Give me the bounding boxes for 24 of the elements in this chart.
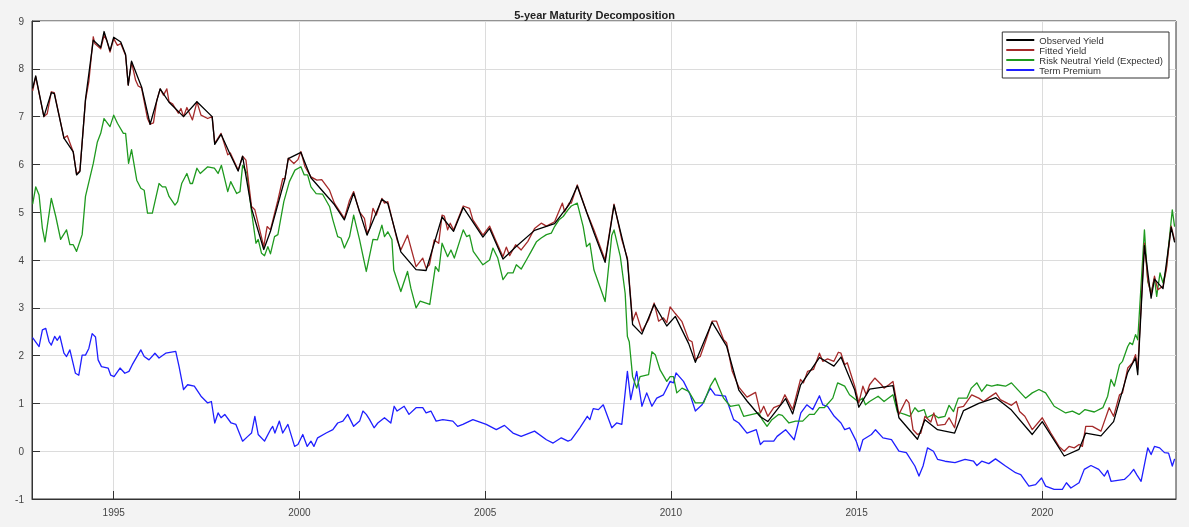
chart-title: 5-year Maturity Decomposition bbox=[514, 8, 676, 21]
x-tick-label: 2005 bbox=[474, 506, 497, 518]
y-tick-label: 4 bbox=[18, 254, 25, 266]
y-tick-label: 9 bbox=[18, 15, 25, 27]
legend-label: Term Premium bbox=[1039, 64, 1102, 76]
y-tick-label: -1 bbox=[15, 493, 25, 505]
y-tick-label: 8 bbox=[18, 63, 25, 75]
x-tick-label: 2000 bbox=[288, 506, 311, 518]
y-tick-label: 0 bbox=[18, 445, 25, 457]
y-tick-label: 3 bbox=[18, 302, 25, 314]
line-series bbox=[32, 114, 1176, 427]
x-tick-label: 1995 bbox=[102, 506, 126, 518]
y-tick-label: 7 bbox=[18, 111, 25, 123]
x-tick-label: 2020 bbox=[1031, 506, 1054, 518]
y-tick-label: 6 bbox=[18, 158, 25, 170]
line-series bbox=[32, 327, 1176, 491]
x-tick-label: 2015 bbox=[845, 506, 869, 518]
legend-label: Risk Neutral Yield (Expected) bbox=[1039, 54, 1163, 66]
legend-label: Fitted Yield bbox=[1039, 44, 1087, 56]
y-tick-label: 2 bbox=[18, 350, 25, 362]
x-tick-label: 2010 bbox=[659, 506, 683, 518]
y-tick-label: 5 bbox=[18, 206, 25, 218]
y-tick-label: 1 bbox=[18, 397, 25, 409]
legend-label: Observed Yield bbox=[1039, 34, 1104, 46]
